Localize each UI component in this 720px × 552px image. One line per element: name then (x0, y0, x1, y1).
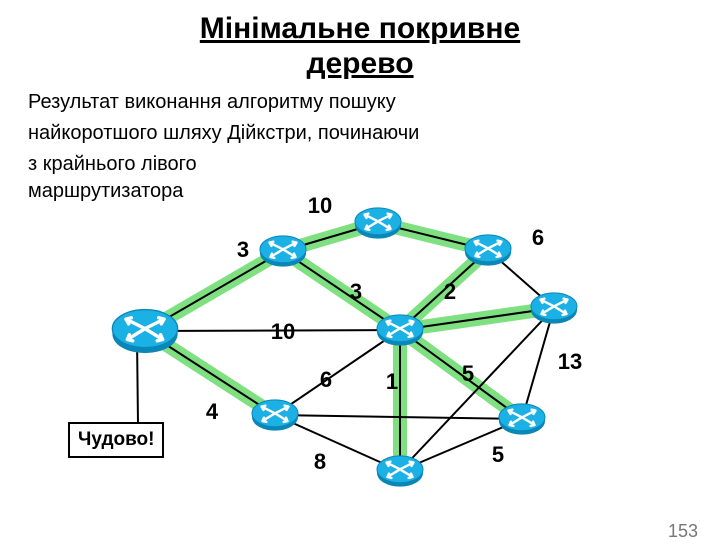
router-node (464, 232, 512, 268)
title-line2: дерево (306, 47, 413, 80)
description-line1: Результат виконання алгоритму пошуку (28, 87, 692, 118)
edge-weight: 3 (237, 237, 249, 263)
callout-text: Чудово! (78, 429, 154, 450)
edge-weight: 6 (320, 367, 332, 393)
router-node (259, 233, 307, 269)
router-node (354, 205, 402, 241)
edge-weight: 13 (558, 349, 582, 375)
description-line4: маршрутизатора (28, 180, 692, 203)
callout-box: Чудово! (68, 422, 164, 458)
description-line3: з крайнього лівого (28, 149, 692, 180)
router-node (498, 401, 546, 437)
router-node (251, 397, 299, 433)
title-line1: Мінімальне покривне (200, 12, 520, 45)
router-node (376, 453, 424, 489)
edge-weight: 10 (308, 193, 332, 219)
router-node (111, 306, 179, 357)
edge-weight: 4 (206, 399, 218, 425)
edge-weight: 3 (350, 279, 362, 305)
page-title: Мінімальне покривне дерево (0, 12, 720, 81)
router-node (530, 290, 578, 326)
edge-weight: 8 (314, 449, 326, 475)
edge-weight: 6 (532, 225, 544, 251)
router-node (376, 312, 424, 348)
description-line2: найкоротшого шляху Дійкстри, починаючи (28, 118, 692, 149)
page-number: 153 (668, 521, 698, 542)
edge-weight: 5 (492, 442, 504, 468)
edge-weight: 1 (386, 369, 398, 395)
edge-weight: 5 (462, 361, 474, 387)
edge-weight: 2 (444, 279, 456, 305)
edge-weight: 10 (271, 319, 295, 345)
